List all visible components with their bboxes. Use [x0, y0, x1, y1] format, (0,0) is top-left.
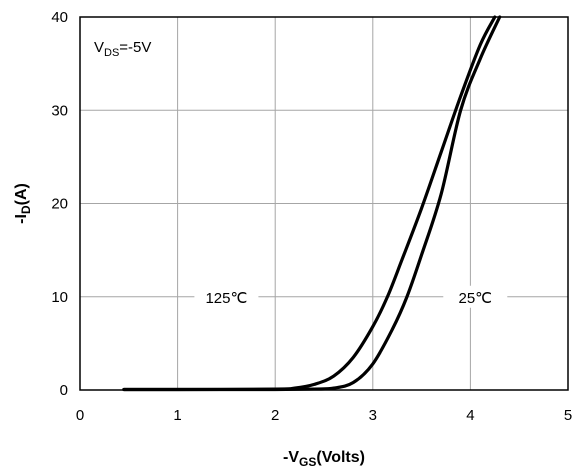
x-tick-labels: 0 1 2 3 4 5: [76, 407, 572, 424]
x-tick-label: 1: [173, 407, 181, 424]
condition-label: VDS=-5V: [94, 39, 151, 59]
y-tick-label: 40: [51, 9, 68, 26]
plot-frame: [79, 16, 569, 391]
x-tick-label: 4: [466, 407, 474, 424]
x-tick-label: 3: [369, 407, 377, 424]
y-tick-label: 10: [51, 289, 68, 306]
annotation-label: 125℃: [205, 290, 247, 307]
y-tick-label: 30: [51, 102, 68, 119]
annotations: 125℃ 25℃: [194, 285, 508, 308]
y-tick-label: 20: [51, 196, 68, 213]
y-axis-title: -ID(A): [13, 183, 33, 224]
y-tick-labels: 0 10 20 30 40: [51, 9, 68, 399]
x-axis-title: -VGS(Volts): [283, 449, 365, 469]
x-tick-label: 0: [76, 407, 84, 424]
annotation-background: [443, 285, 508, 308]
grid: [80, 17, 568, 390]
x-tick-label: 2: [271, 407, 279, 424]
x-tick-label: 5: [564, 407, 572, 424]
y-tick-label: 0: [60, 382, 68, 399]
annotation-background: [194, 285, 259, 308]
annotation-label: 25℃: [459, 290, 493, 307]
